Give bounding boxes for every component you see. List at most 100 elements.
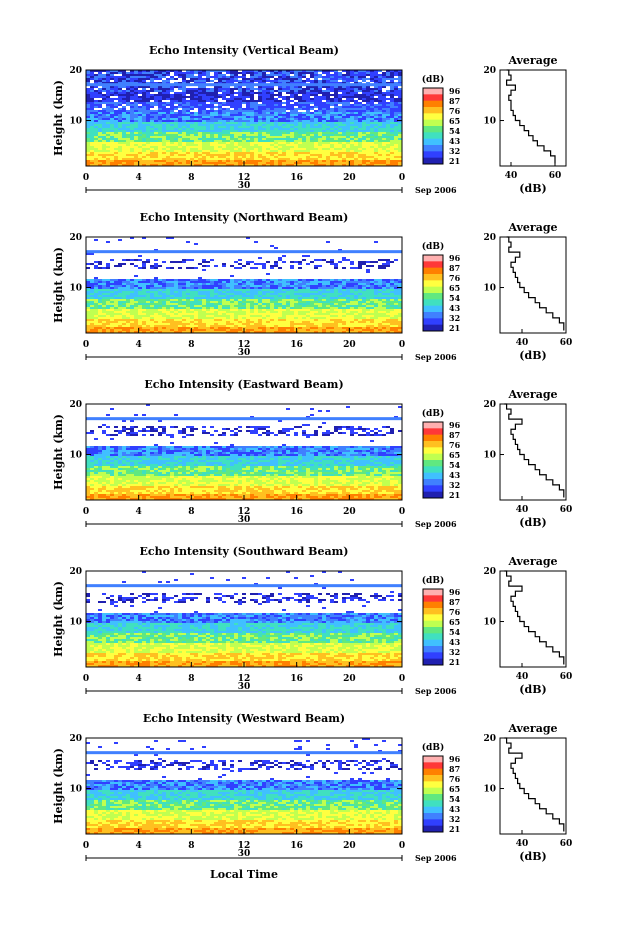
heatmap-cell — [366, 291, 370, 293]
heatmap-cell — [134, 100, 138, 102]
heatmap-cell — [282, 293, 286, 295]
heatmap-cell — [182, 164, 186, 166]
heatmap-cell — [94, 96, 98, 98]
heatmap-cell — [142, 88, 146, 90]
heatmap-cell — [126, 164, 130, 166]
heatmap-cell — [178, 88, 182, 90]
heatmap-cell — [274, 114, 278, 116]
heatmap-cell — [342, 100, 346, 102]
heatmap-cell — [186, 96, 190, 98]
heatmap-cell — [118, 96, 122, 98]
heatmap-cell — [130, 293, 134, 295]
heatmap-cell — [214, 100, 218, 102]
heatmap-cell — [398, 148, 402, 150]
heatmap-cell — [382, 102, 386, 104]
heatmap-cell — [322, 154, 326, 156]
heatmap-cell — [230, 104, 234, 106]
heatmap-cell — [174, 299, 178, 301]
heatmap-cell — [366, 285, 370, 287]
heatmap-cell — [134, 102, 138, 104]
heatmap-cell — [210, 301, 214, 303]
heatmap-cell — [338, 291, 342, 293]
heatmap-cell — [158, 144, 162, 146]
heatmap-cell — [174, 303, 178, 305]
heatmap-cell — [382, 100, 386, 102]
heatmap-cell — [210, 128, 214, 130]
heatmap-cell — [378, 164, 382, 166]
heatmap-cell — [194, 281, 198, 283]
heatmap-cell — [118, 148, 122, 150]
heatmap-cell — [130, 142, 134, 144]
heatmap-cell — [90, 104, 94, 106]
heatmap-cell — [330, 74, 334, 76]
heatmap-cell — [330, 289, 334, 291]
heatmap-cell — [234, 150, 238, 152]
heatmap-cell — [302, 295, 306, 297]
heatmap-cell — [98, 74, 102, 76]
heatmap-cell — [138, 128, 142, 130]
heatmap-cell — [266, 138, 270, 140]
heatmap-cell — [326, 162, 330, 164]
heatmap-cell — [162, 261, 166, 263]
heatmap-cell — [254, 70, 258, 72]
colorbar-unit: (dB) — [422, 74, 444, 85]
heatmap-cell — [294, 94, 298, 96]
heatmap-cell — [358, 70, 362, 72]
heatmap-cell — [230, 98, 234, 100]
heatmap-cell — [322, 259, 326, 261]
heatmap-cell — [342, 80, 346, 82]
heatmap-cell — [162, 301, 166, 303]
heatmap-cell — [266, 130, 270, 132]
heatmap-cell — [122, 140, 126, 142]
heatmap-cell — [130, 94, 134, 96]
heatmap-cell — [122, 301, 126, 303]
heatmap-cell — [302, 120, 306, 122]
heatmap-cell — [362, 112, 366, 114]
heatmap-cell — [86, 148, 90, 150]
heatmap-cell — [290, 281, 294, 283]
heatmap-cell — [386, 158, 390, 160]
heatmap-cell — [398, 118, 402, 120]
heatmap-cell — [354, 158, 358, 160]
heatmap-cell — [194, 132, 198, 134]
heatmap-cell — [142, 72, 146, 74]
heatmap-cell — [242, 82, 246, 84]
heatmap-cell — [90, 118, 94, 120]
heatmap-cell — [142, 76, 146, 78]
heatmap-cell — [110, 98, 114, 100]
heatmap-cell — [142, 301, 146, 303]
heatmap-cell — [126, 307, 130, 309]
heatmap-cell — [230, 297, 234, 299]
heatmap-cell — [346, 114, 350, 116]
heatmap-cell — [146, 78, 150, 80]
heatmap-cell — [118, 279, 122, 281]
heatmap-cell — [322, 86, 326, 88]
heatmap-cell — [186, 102, 190, 104]
heatmap-cell — [114, 152, 118, 154]
heatmap-cell — [114, 80, 118, 82]
heatmap-cell — [106, 114, 110, 116]
heatmap-cell — [294, 98, 298, 100]
heatmap-cell — [194, 307, 198, 309]
heatmap-cell — [334, 78, 338, 80]
heatmap-cell — [166, 303, 170, 305]
heatmap-cell — [190, 94, 194, 96]
heatmap-cell — [286, 281, 290, 283]
heatmap-cell — [202, 126, 206, 128]
heatmap-cell — [98, 142, 102, 144]
heatmap-cell — [314, 265, 318, 267]
heatmap-cell — [350, 96, 354, 98]
heatmap-cell — [302, 126, 306, 128]
heatmap-cell — [246, 104, 250, 106]
heatmap-cell — [102, 299, 106, 301]
heatmap-cell — [334, 285, 338, 287]
heatmap-cell — [330, 124, 334, 126]
heatmap-cell — [254, 142, 258, 144]
heatmap-cell — [126, 146, 130, 148]
heatmap-cell — [278, 114, 282, 116]
heatmap-cell — [346, 154, 350, 156]
heatmap-cell — [86, 303, 90, 305]
heatmap-cell — [342, 297, 346, 299]
heatmap-cell — [362, 110, 366, 112]
heatmap-cell — [342, 96, 346, 98]
